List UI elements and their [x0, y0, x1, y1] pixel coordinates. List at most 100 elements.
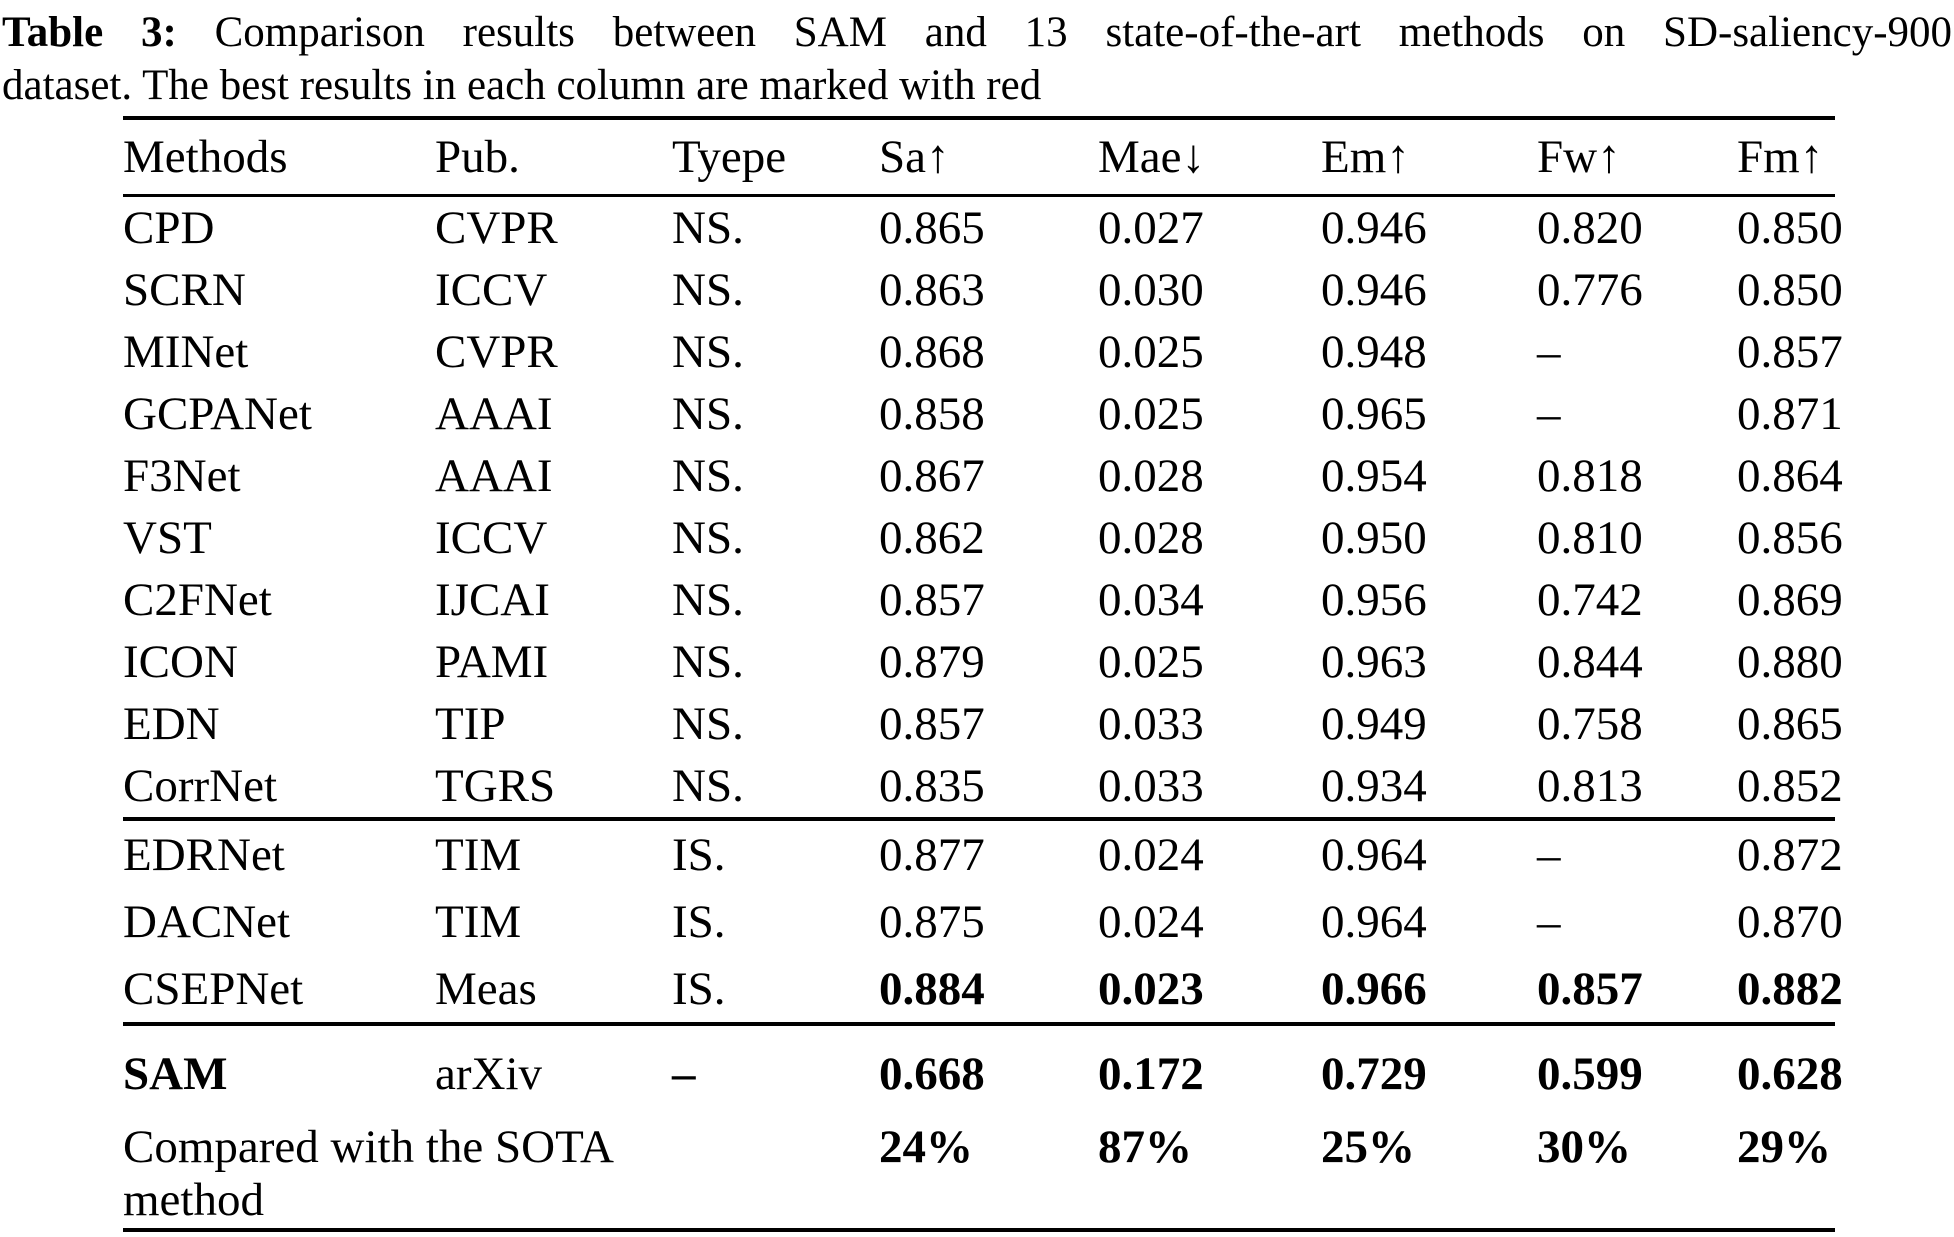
cell-fm: 0.856 [1737, 512, 1843, 564]
cell-fw: 0.818 [1537, 450, 1643, 502]
methods-group-ns: CPD CVPR NS. 0.865 0.027 0.946 0.820 0.850 SCRN I… [123, 197, 1843, 817]
cell-em: 25% [1321, 1121, 1415, 1173]
methods-group-is: EDRNet TIM IS. 0.877 0.024 0.964 – 0.872 DACNet T… [123, 821, 1843, 1022]
table-row: VST ICCV NS. 0.862 0.028 0.950 0.810 0.856 [123, 507, 1843, 569]
cell-sa: 0.875 [879, 895, 985, 948]
col-header-fw: Fw↑ [1537, 131, 1621, 183]
cell-type: NS. [672, 698, 744, 750]
cell-fw: 0.820 [1537, 202, 1643, 254]
cell-pub: ICCV [435, 264, 548, 316]
cell-type: NS. [672, 760, 744, 812]
mid-rule-2 [123, 1022, 1835, 1026]
cell-mae: 0.024 [1098, 895, 1204, 948]
cell-type: NS. [672, 512, 744, 564]
cell-mae: 0.025 [1098, 388, 1204, 440]
cell-em: 0.964 [1321, 828, 1427, 881]
table-row: GCPANet AAAI NS. 0.858 0.025 0.965 – 0.871 [123, 383, 1843, 445]
cell-fw: – [1537, 388, 1561, 440]
cell-type: NS. [672, 636, 744, 688]
table-row: SCRN ICCV NS. 0.863 0.030 0.946 0.776 0.850 [123, 259, 1843, 321]
cell-em: 0.948 [1321, 326, 1427, 378]
cell-fm: 0.870 [1737, 895, 1843, 948]
table-caption: Table 3: Comparison results between SAM … [0, 0, 1954, 112]
table-row: SAM arXiv – 0.668 0.172 0.729 0.599 0.628 [123, 1026, 1843, 1121]
table-row: EDRNet TIM IS. 0.877 0.024 0.964 – 0.872 [123, 821, 1843, 888]
cell-mae: 0.034 [1098, 574, 1204, 626]
table-row: MINet CVPR NS. 0.868 0.025 0.948 – 0.857 [123, 321, 1843, 383]
cell-em: 0.954 [1321, 450, 1427, 502]
cell-em: 0.946 [1321, 264, 1427, 316]
cell-type: NS. [672, 326, 744, 378]
col-header-em: Em↑ [1321, 131, 1410, 183]
cell-em: 0.934 [1321, 760, 1427, 812]
cell-pub: CVPR [435, 202, 558, 254]
cell-mae: 0.024 [1098, 828, 1204, 881]
cell-em: 0.963 [1321, 636, 1427, 688]
cell-type: NS. [672, 450, 744, 502]
table-row: CorrNet TGRS NS. 0.835 0.033 0.934 0.813 0.852 [123, 755, 1843, 817]
cell-em: 0.966 [1321, 962, 1427, 1015]
cell-type: NS. [672, 388, 744, 440]
cell-em: 0.946 [1321, 202, 1427, 254]
cell-methods: ICON [123, 636, 238, 688]
cell-sa: 0.862 [879, 512, 985, 564]
cell-fm: 0.882 [1737, 962, 1843, 1015]
table-row: CPD CVPR NS. 0.865 0.027 0.946 0.820 0.850 [123, 197, 1843, 259]
cell-em: 0.956 [1321, 574, 1427, 626]
caption-text-line2: dataset. The best results in each column… [2, 62, 1042, 109]
cell-pub: arXiv [435, 1047, 543, 1100]
col-header-pub: Pub. [435, 131, 520, 183]
table-row: ICON PAMI NS. 0.879 0.025 0.963 0.844 0.880 [123, 631, 1843, 693]
cell-sa: 0.868 [879, 326, 985, 378]
cell-sa: 0.884 [879, 962, 985, 1015]
cell-methods: EDRNet [123, 828, 285, 881]
cell-fm: 0.864 [1737, 450, 1843, 502]
cell-mae: 0.172 [1098, 1047, 1204, 1100]
table-row: DACNet TIM IS. 0.875 0.024 0.964 – 0.870 [123, 888, 1843, 955]
comparison-row: Compared with the SOTA method 24% 87% 25% 30… [123, 1121, 1835, 1228]
cell-methods: MINet [123, 326, 249, 378]
cell-methods: GCPANet [123, 388, 312, 440]
cell-fw: 0.742 [1537, 574, 1643, 626]
cell-fm: 0.869 [1737, 574, 1843, 626]
cell-fm: 0.852 [1737, 760, 1843, 812]
cell-pub: TGRS [435, 760, 556, 812]
cell-type: – [672, 1047, 696, 1100]
cell-methods: C2FNet [123, 574, 272, 626]
table-row: CSEPNet Meas IS. 0.884 0.023 0.966 0.857 0.882 [123, 955, 1843, 1022]
cell-pub: AAAI [435, 450, 553, 502]
cell-pub: IJCAI [435, 574, 550, 626]
cell-type: NS. [672, 202, 744, 254]
cell-fw: 0.857 [1537, 962, 1643, 1015]
cell-methods: EDN [123, 698, 220, 750]
col-header-mae: Mae↓ [1098, 131, 1206, 183]
cell-methods: CorrNet [123, 760, 278, 812]
cell-sa: 0.865 [879, 202, 985, 254]
caption-text-line1: Comparison results between SAM and 13 st… [214, 9, 1953, 56]
cell-mae: 0.025 [1098, 326, 1204, 378]
cell-em: 0.949 [1321, 698, 1427, 750]
cell-sa: 0.863 [879, 264, 985, 316]
cell-type: NS. [672, 264, 744, 316]
cell-methods: DACNet [123, 895, 291, 948]
cell-sa: 0.858 [879, 388, 985, 440]
caption-label: Table 3: [2, 9, 177, 56]
cell-fw: 0.758 [1537, 698, 1643, 750]
cell-mae: 0.030 [1098, 264, 1204, 316]
col-header-methods: Methods [123, 131, 288, 183]
cell-em: 0.965 [1321, 388, 1427, 440]
table-bottom-rule [123, 1228, 1835, 1232]
table-row: EDN TIP NS. 0.857 0.033 0.949 0.758 0.865 [123, 693, 1843, 755]
cell-type: IS. [672, 895, 726, 948]
cell-fm: 0.857 [1737, 326, 1843, 378]
comparison-row-label: Compared with the SOTA method [123, 1121, 612, 1226]
cell-em: 0.950 [1321, 512, 1427, 564]
col-header-fm: Fm↑ [1737, 131, 1824, 183]
cell-pub: TIM [435, 828, 522, 881]
cell-pub: PAMI [435, 636, 549, 688]
cell-mae: 0.033 [1098, 698, 1204, 750]
table-header-row: Methods Pub. Tyepe Sa↑ Mae↓ Em↑ Fw↑ Fm↑ [123, 120, 1835, 194]
cell-mae: 0.025 [1098, 636, 1204, 688]
sam-comparison-group: SAM arXiv – 0.668 0.172 0.729 0.599 0.628 Compar… [123, 1026, 1843, 1228]
cell-methods: CPD [123, 202, 215, 254]
